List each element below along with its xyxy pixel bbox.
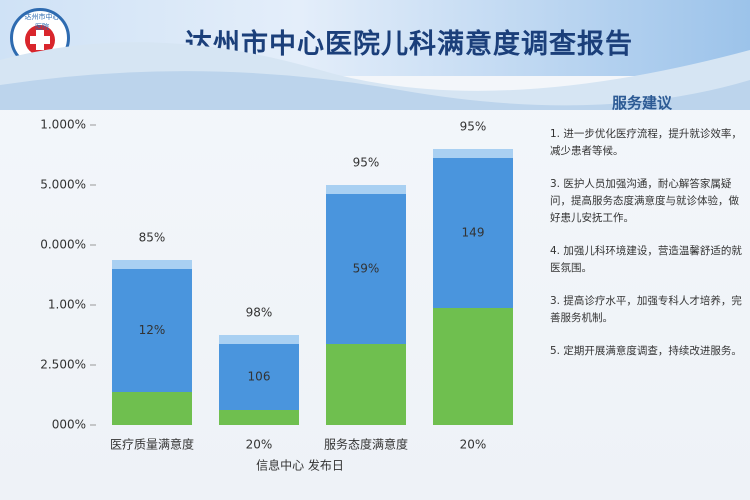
bar-segment xyxy=(433,308,513,425)
bar-segment xyxy=(219,344,299,410)
top-label: 95% xyxy=(353,156,380,170)
bar-segment xyxy=(326,185,406,194)
y-tick-label: 2.500% xyxy=(40,358,86,372)
y-tick-label: 5.000% xyxy=(40,178,86,192)
top-label: 98% xyxy=(246,306,273,320)
chart: 000% 2.500% 1.00% 0.000% 5.000% 1.000% 12% 85% 医… xyxy=(40,118,513,473)
decoration xyxy=(0,42,750,110)
suggestion: 5. 定期开展满意度调查，持续改进服务。 xyxy=(550,345,742,357)
suggestion: 4. 加强儿科环境建设，营造温馨舒适的就医氛围。 xyxy=(550,245,742,274)
bar-segment xyxy=(219,410,299,425)
top-label: 85% xyxy=(139,231,166,245)
x-tick-label: 20% xyxy=(246,438,273,452)
y-tick-label: 000% xyxy=(52,418,86,432)
y-tick-label: 1.000% xyxy=(40,118,86,132)
inner-label: 106 xyxy=(248,370,271,384)
bar-segment xyxy=(112,260,192,269)
y-tick-label: 1.00% xyxy=(48,298,86,312)
x-tick-label: 医疗质量满意度 xyxy=(110,437,194,452)
panel: 服务建议 1. 进一步优化医疗流程，提升就诊效率，减少患者等候。 3. 医护人员加… xyxy=(550,95,745,376)
bar-segment xyxy=(112,392,192,425)
bar-segment xyxy=(433,158,513,308)
x-tick-label: 服务态度满意度 xyxy=(324,437,408,452)
bar-segment xyxy=(326,194,406,344)
inner-label: 149 xyxy=(462,226,485,240)
logo-text: 达州市中心医院 xyxy=(24,13,60,31)
title: 达州市中心医院儿科满意度调查报告 xyxy=(185,29,633,60)
y-tick-label: 0.000% xyxy=(40,238,86,252)
panel-title: 服务建议 xyxy=(612,94,673,112)
suggestion: 3. 医护人员加强沟通，耐心解答家属疑问，提高服务态度满意度与就诊体验，做好患儿… xyxy=(550,178,739,224)
bar-segment xyxy=(112,269,192,392)
suggestion: 1. 进一步优化医疗流程，提升就诊效率，减少患者等候。 xyxy=(550,128,742,157)
x-tick-label: 20% xyxy=(460,438,487,452)
suggestion: 3. 提高诊疗水平，加强专科人才培养，完善服务机制。 xyxy=(550,295,742,324)
bar-segment xyxy=(433,149,513,158)
inner-label: 12% xyxy=(139,323,166,337)
inner-label: 59% xyxy=(353,262,380,276)
bar-segment xyxy=(326,344,406,425)
footer: 信息中心 发布日 xyxy=(256,458,344,473)
top-label: 95% xyxy=(460,120,487,134)
bar-segment xyxy=(219,335,299,344)
